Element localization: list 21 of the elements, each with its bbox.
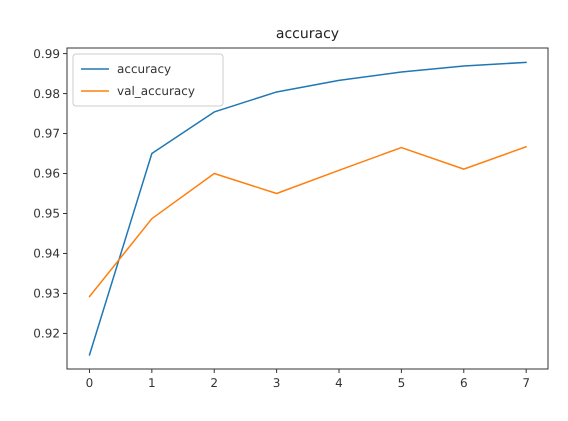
x-tick-label: 5	[398, 376, 406, 390]
chart-title: accuracy	[276, 26, 340, 42]
y-tick-label: 0.97	[33, 126, 60, 141]
legend-label: val_accuracy	[117, 84, 195, 98]
x-tick-label: 0	[86, 376, 94, 390]
x-tick-label: 2	[210, 376, 218, 390]
y-tick-label: 0.96	[33, 166, 60, 181]
legend-label: accuracy	[117, 62, 172, 76]
x-tick-label: 3	[272, 376, 280, 390]
y-tick-label: 0.93	[33, 286, 60, 301]
line-series	[88, 146, 527, 298]
y-tick-label: 0.98	[33, 86, 60, 101]
x-tick-label: 6	[460, 376, 468, 390]
y-tick-label: 0.95	[33, 206, 60, 221]
line-series	[88, 62, 527, 356]
y-tick-label: 0.94	[33, 246, 60, 261]
y-tick-label: 0.99	[33, 46, 60, 61]
x-tick-label: 7	[522, 376, 530, 390]
x-tick-label: 4	[335, 376, 343, 390]
y-tick-label: 0.92	[33, 326, 60, 341]
x-tick-label: 1	[148, 376, 156, 390]
